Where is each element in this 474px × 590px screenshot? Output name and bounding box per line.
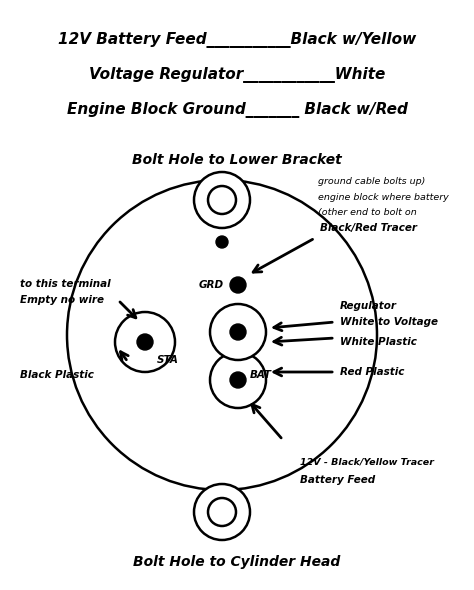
Text: Black Plastic: Black Plastic <box>20 370 94 380</box>
Circle shape <box>115 312 175 372</box>
Text: Regulator: Regulator <box>340 301 397 311</box>
Text: Red Plastic: Red Plastic <box>340 367 404 377</box>
Text: Black/Red Tracer: Black/Red Tracer <box>320 223 417 233</box>
Text: Empty no wire: Empty no wire <box>20 295 104 305</box>
Text: STA: STA <box>157 355 179 365</box>
Circle shape <box>67 180 377 490</box>
Text: Battery Feed: Battery Feed <box>300 475 375 485</box>
Circle shape <box>230 372 246 388</box>
Text: 12V Battery Feed___________Black w/Yellow: 12V Battery Feed___________Black w/Yello… <box>58 32 416 48</box>
Text: (other end to bolt on: (other end to bolt on <box>318 208 417 217</box>
Text: Voltage Regulator____________White: Voltage Regulator____________White <box>89 67 385 83</box>
Text: White to Voltage: White to Voltage <box>340 317 438 327</box>
Text: to this terminal: to this terminal <box>20 279 110 289</box>
Text: 12V - Black/Yellow Tracer: 12V - Black/Yellow Tracer <box>300 457 434 467</box>
Circle shape <box>230 324 246 340</box>
Text: Bolt Hole to Lower Bracket: Bolt Hole to Lower Bracket <box>132 153 342 167</box>
Circle shape <box>230 277 246 293</box>
Text: engine block where battery: engine block where battery <box>318 192 449 202</box>
Circle shape <box>210 352 266 408</box>
Circle shape <box>216 236 228 248</box>
Circle shape <box>210 304 266 360</box>
Circle shape <box>194 484 250 540</box>
Text: Bolt Hole to Cylinder Head: Bolt Hole to Cylinder Head <box>133 555 341 569</box>
Text: White Plastic: White Plastic <box>340 337 417 347</box>
Circle shape <box>208 498 236 526</box>
Circle shape <box>137 334 153 350</box>
Text: Engine Block Ground_______ Black w/Red: Engine Block Ground_______ Black w/Red <box>66 102 408 118</box>
Circle shape <box>194 172 250 228</box>
Text: GRD: GRD <box>199 280 224 290</box>
Text: ground cable bolts up): ground cable bolts up) <box>318 178 425 186</box>
Text: BAT: BAT <box>250 370 272 380</box>
Circle shape <box>208 186 236 214</box>
